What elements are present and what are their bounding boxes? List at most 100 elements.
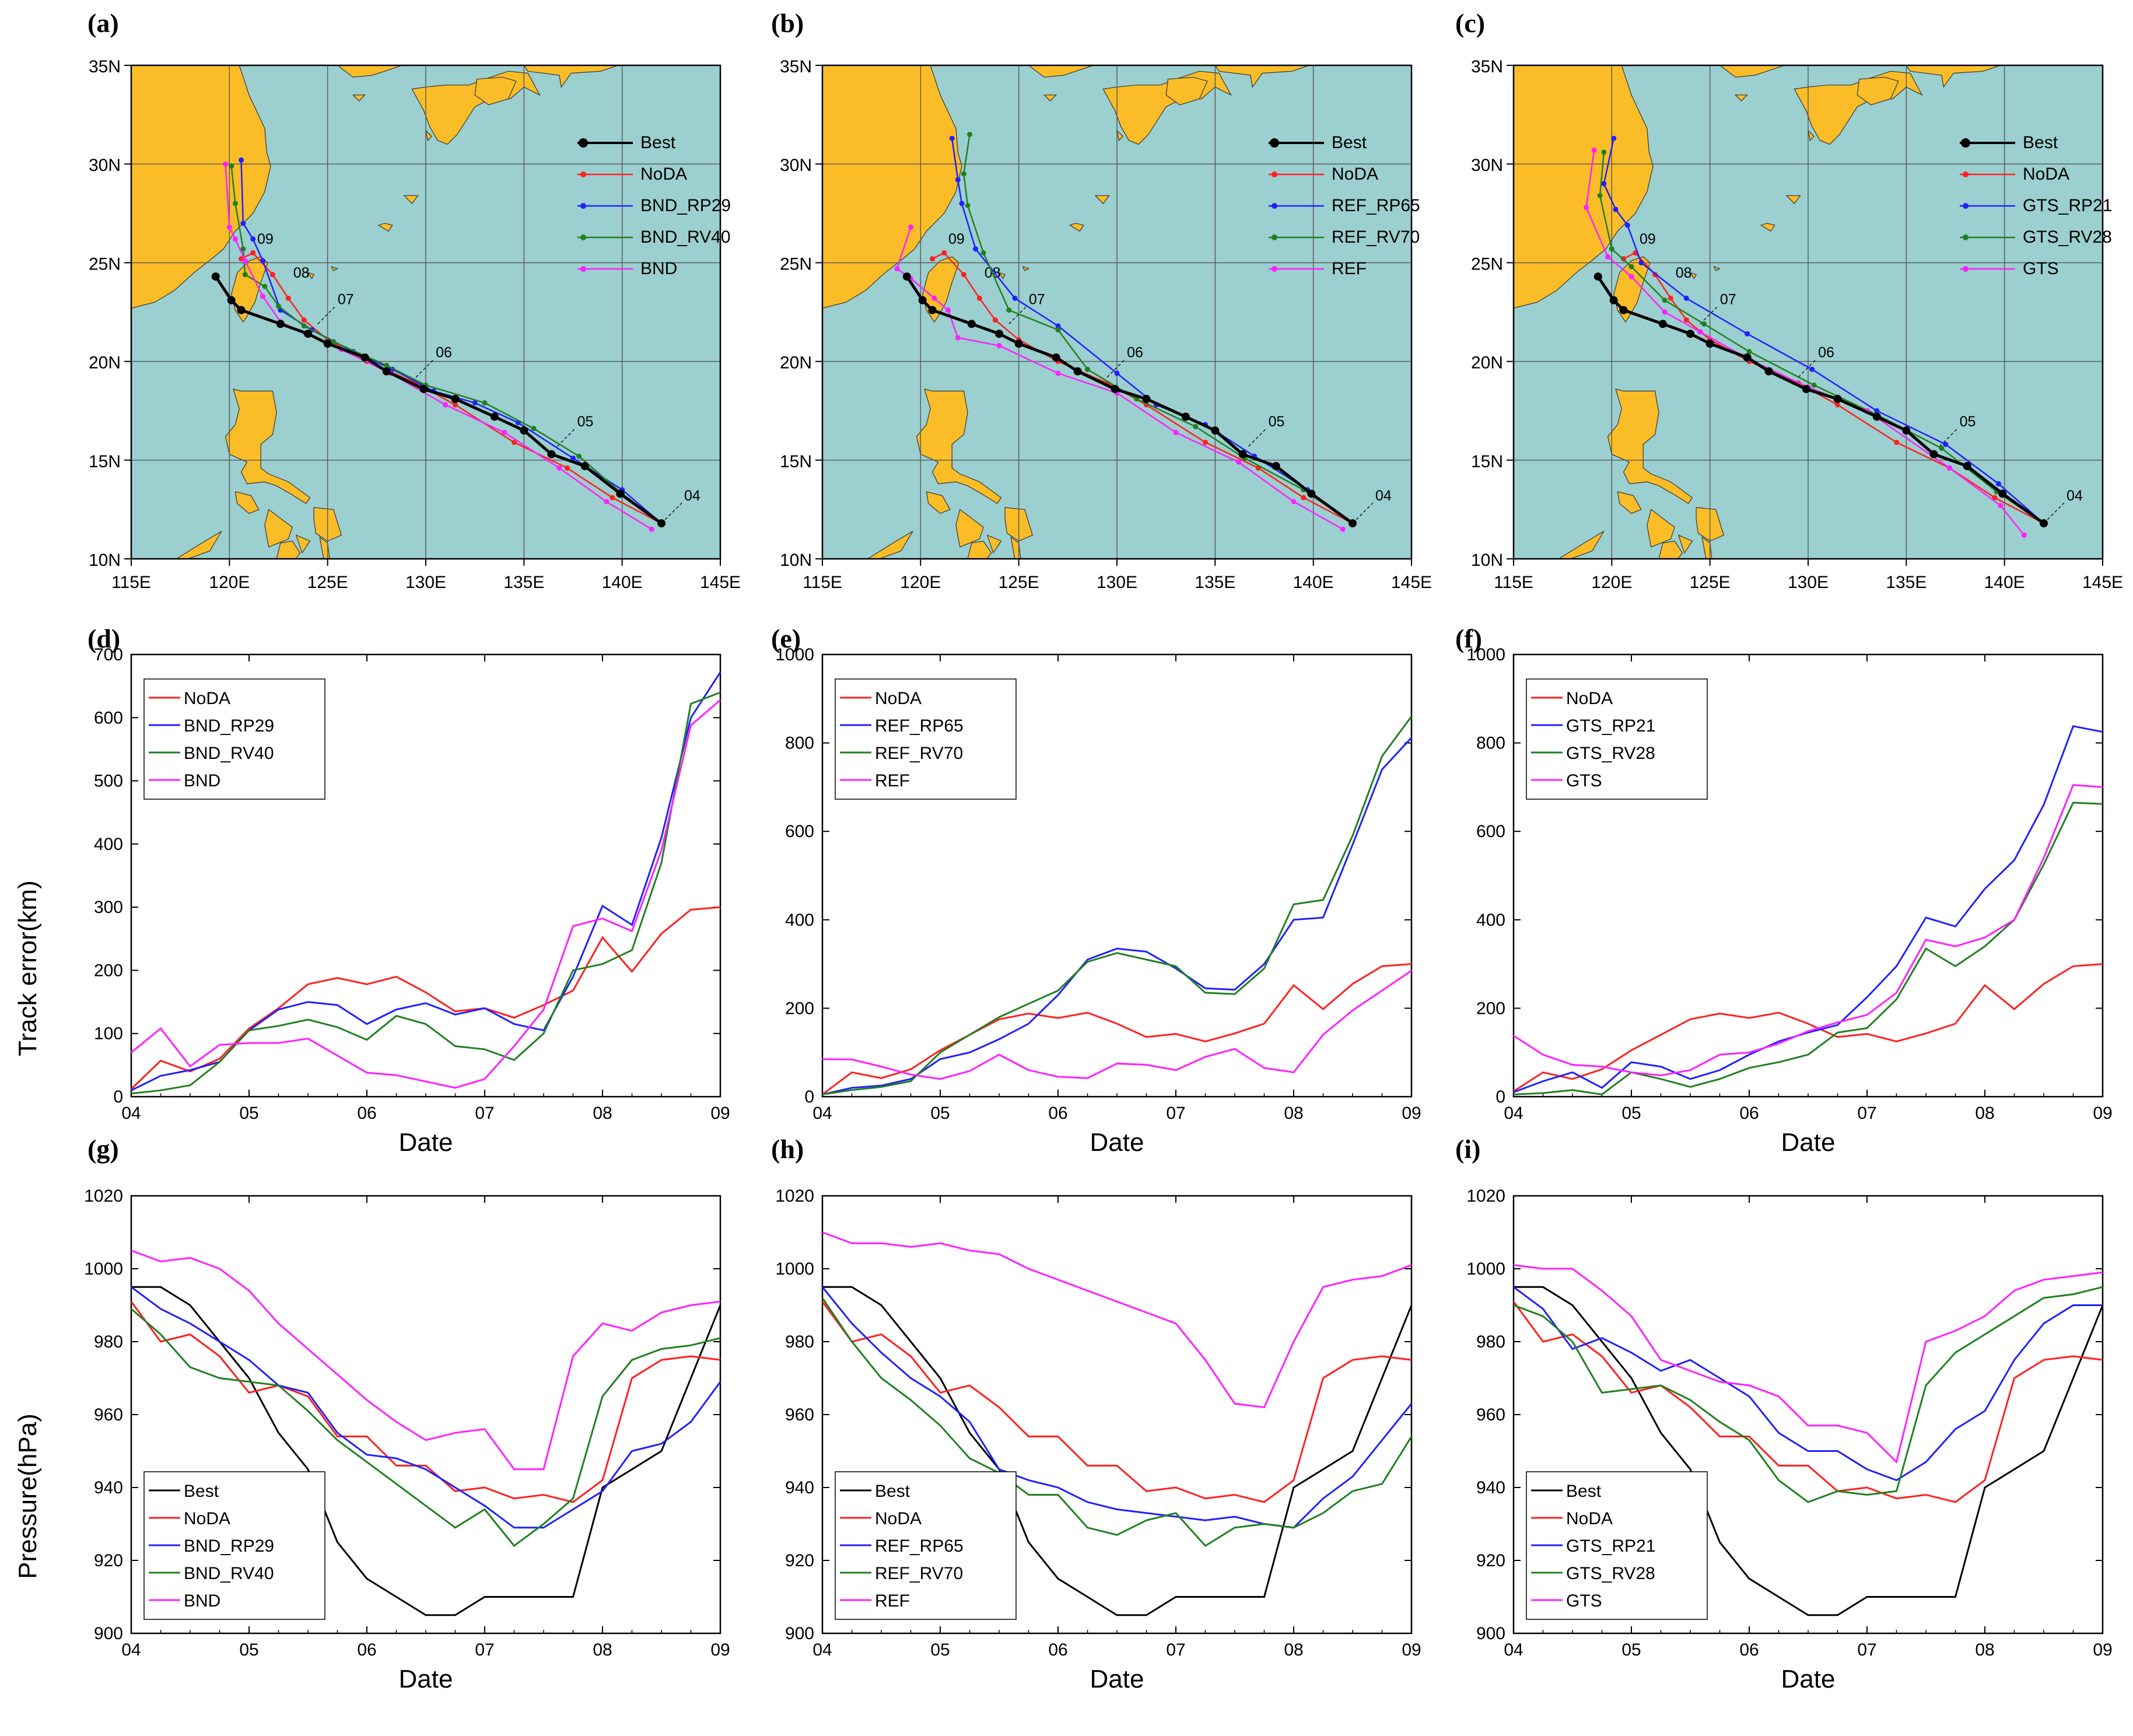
- track-point-REF_RV70: [1085, 366, 1090, 372]
- lat-tick-label: 20N: [1471, 354, 1503, 373]
- lat-tick-label: 10N: [89, 551, 121, 570]
- series-line-REF: [822, 970, 1412, 1080]
- track-line-Best: [905, 275, 1354, 525]
- y-tick-label: 940: [785, 1478, 814, 1497]
- x-tick-label: 05: [930, 1104, 950, 1123]
- track-point-Best: [580, 461, 589, 470]
- legend-label: BND_RV40: [184, 744, 274, 763]
- series-line-REF_RP65: [821, 1286, 1413, 1529]
- line-chart-(f): 04 05 06 07 08 09 Date 0 200 400 600 800 1000 NoDA GTS…: [1466, 645, 2112, 1157]
- land-polygon: [1808, 129, 1815, 141]
- lat-tick-label: 35N: [89, 57, 121, 76]
- x-tick-label: 07: [1857, 1640, 1876, 1660]
- track-point-GTS_RV28: [1811, 382, 1817, 388]
- y-tick-label: 200: [94, 961, 123, 980]
- track-point-GTS: [1998, 503, 2004, 509]
- legend-marker: [1272, 235, 1277, 240]
- y-tick-label: 700: [94, 645, 123, 664]
- legend-marker: [1963, 203, 1969, 209]
- lat-tick-label: 15N: [780, 452, 812, 471]
- x-axis-title: Date: [399, 1128, 453, 1157]
- track-point-REF_RV70: [961, 171, 966, 177]
- x-tick-label: 07: [475, 1104, 494, 1123]
- y-tick-label: 800: [1476, 734, 1505, 753]
- y-tick-label: 960: [785, 1405, 814, 1424]
- x-tick-label: 05: [1621, 1104, 1641, 1123]
- x-tick-label: 06: [1048, 1640, 1067, 1660]
- track-point-BND: [502, 429, 507, 435]
- track-point-NoDA: [239, 256, 244, 262]
- track-point-Best: [1272, 461, 1280, 470]
- track-point-Best: [1052, 353, 1060, 362]
- y-tick-label: 1000: [775, 645, 814, 664]
- track-point-REF_RP65: [949, 135, 955, 141]
- series-line-BND_RP29: [131, 1286, 721, 1529]
- lon-tick-label: 140E: [1293, 573, 1334, 592]
- track-point-BND: [226, 224, 232, 230]
- land-polygon: [225, 388, 311, 505]
- legend-label: BND_RP29: [640, 196, 731, 215]
- track-point-GTS_RP21: [1638, 260, 1644, 265]
- track-point-BND: [649, 526, 654, 532]
- track-day-label: 04: [684, 488, 701, 504]
- track-point-Best: [1142, 394, 1151, 403]
- lon-tick-label: 125E: [307, 573, 348, 592]
- x-tick-label: 09: [1402, 1640, 1421, 1660]
- y-tick-label: 900: [785, 1624, 814, 1643]
- x-tick-label: 08: [1975, 1104, 1994, 1123]
- track-point-GTS_RP21: [1943, 442, 1949, 447]
- track-point-NoDA: [250, 250, 256, 256]
- track-point-BND_RV40: [576, 453, 582, 459]
- x-tick-label: 08: [1975, 1640, 1994, 1660]
- series-line-BND: [131, 1250, 721, 1471]
- track-point-REF: [1236, 459, 1242, 465]
- lon-tick-label: 135E: [1195, 573, 1235, 592]
- lon-tick-label: 130E: [1097, 573, 1137, 592]
- day-leader-line: [1008, 306, 1027, 324]
- track-point-Best: [1307, 489, 1316, 498]
- track-point-Best: [1181, 412, 1190, 421]
- x-tick-label: 07: [475, 1640, 494, 1660]
- track-point-Best: [419, 384, 428, 393]
- track-point-BND_RV40: [301, 323, 307, 329]
- lat-tick-label: 35N: [780, 57, 812, 76]
- track-point-Best: [1902, 426, 1911, 435]
- land-polygon: [1607, 388, 1693, 505]
- lat-tick-label: 35N: [1471, 57, 1503, 76]
- track-point-Best: [451, 394, 460, 403]
- track-point-Best: [1211, 426, 1220, 435]
- track-point-GTS_RV28: [1701, 321, 1707, 327]
- track-point-NoDA: [1668, 295, 1673, 301]
- track-day-label: 09: [257, 231, 274, 247]
- y-tick-label: 980: [785, 1332, 814, 1352]
- track-line-REF_RV70: [963, 134, 1353, 524]
- track-point-GTS_RV28: [1662, 298, 1668, 303]
- track-day-label: 07: [1720, 291, 1736, 307]
- track-point-BND_RV40: [331, 339, 337, 345]
- legend-label: GTS_RP21: [1566, 1536, 1655, 1556]
- x-axis-title: Date: [1090, 1665, 1144, 1693]
- track-point-REF_RP65: [959, 201, 965, 206]
- series-line-Best: [1514, 1286, 2104, 1616]
- legend-label: BND_RV40: [640, 228, 731, 247]
- legend-marker: [1963, 172, 1969, 177]
- land-polygon: [1677, 534, 1693, 554]
- track-point-BND_RP29: [472, 400, 478, 406]
- track-point-GTS_RV28: [1609, 246, 1614, 252]
- track-point-GTS_RP21: [1683, 295, 1689, 301]
- legend-marker: [580, 266, 586, 272]
- lon-tick-label: 145E: [2082, 573, 2123, 592]
- x-tick-label: 07: [1857, 1104, 1876, 1123]
- series-line-BND: [131, 699, 721, 1089]
- pressure-axis-title: Pressure(hPa): [13, 1413, 42, 1579]
- y-tick-label: 300: [94, 898, 123, 917]
- x-tick-label: 04: [812, 1640, 832, 1660]
- legend-label: REF_RV70: [875, 744, 963, 763]
- y-tick-label: 0: [804, 1087, 814, 1107]
- lat-tick-label: 10N: [780, 551, 812, 570]
- track-point-BND_RV40: [240, 246, 246, 252]
- x-tick-label: 06: [1739, 1104, 1759, 1123]
- track-point-Best: [1998, 489, 2007, 498]
- track-day-label: 06: [436, 345, 452, 361]
- land-polygon: [1719, 65, 1785, 78]
